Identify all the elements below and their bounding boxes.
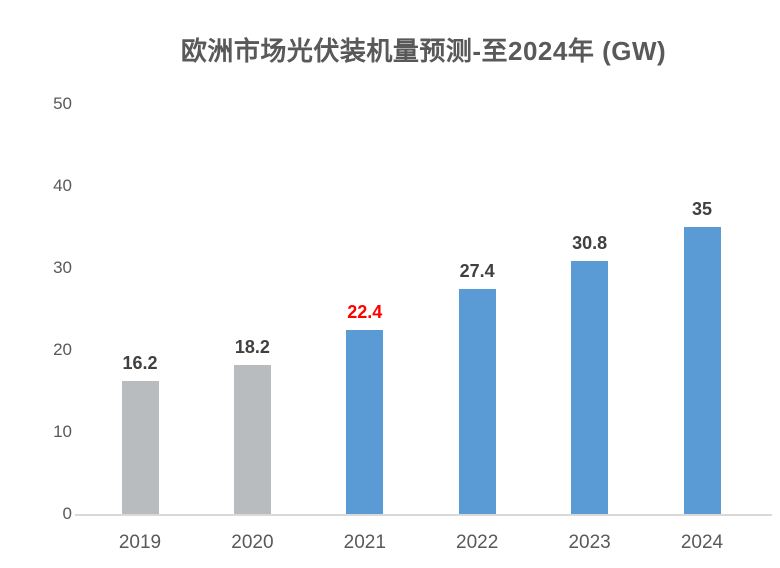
bar-value-label-2019: 16.2 xyxy=(122,353,158,374)
x-axis-tick-label-2022: 2022 xyxy=(456,532,499,553)
bar-value-label-2024: 35 xyxy=(691,199,713,219)
bar-value-label-2021: 22.4 xyxy=(347,302,383,323)
y-axis-tick-label: 0 xyxy=(62,504,72,523)
bar-2023 xyxy=(571,261,609,514)
bar-value-label-2023: 30.8 xyxy=(572,233,608,254)
y-axis-tick-label: 30 xyxy=(53,258,72,277)
bar-value-label-2022: 27.4 xyxy=(459,261,495,282)
bar-2021 xyxy=(346,330,384,514)
bar-2019 xyxy=(121,381,159,514)
x-axis-tick-label-2024: 2024 xyxy=(680,532,724,553)
y-axis-tick-label: 40 xyxy=(53,176,72,195)
y-axis-tick-label: 10 xyxy=(53,422,72,441)
x-axis-tick-label-2023: 2023 xyxy=(568,532,611,553)
x-axis-tick-label-2021: 2021 xyxy=(343,532,386,553)
x-axis-line xyxy=(75,514,772,516)
x-axis-tick-label-2019: 2019 xyxy=(118,532,162,553)
bar-2022 xyxy=(458,289,496,514)
x-axis-tick-label-2020: 2020 xyxy=(231,532,274,553)
y-axis-tick-label: 20 xyxy=(53,340,72,359)
bar-2024 xyxy=(683,227,721,514)
bar-value-label-2020: 18.2 xyxy=(234,336,270,357)
chart-title: 欧洲市场光伏装机量预测-至2024年 (GW) xyxy=(180,36,667,66)
y-axis-tick-label: 50 xyxy=(53,94,72,113)
bar-2020 xyxy=(233,364,271,514)
